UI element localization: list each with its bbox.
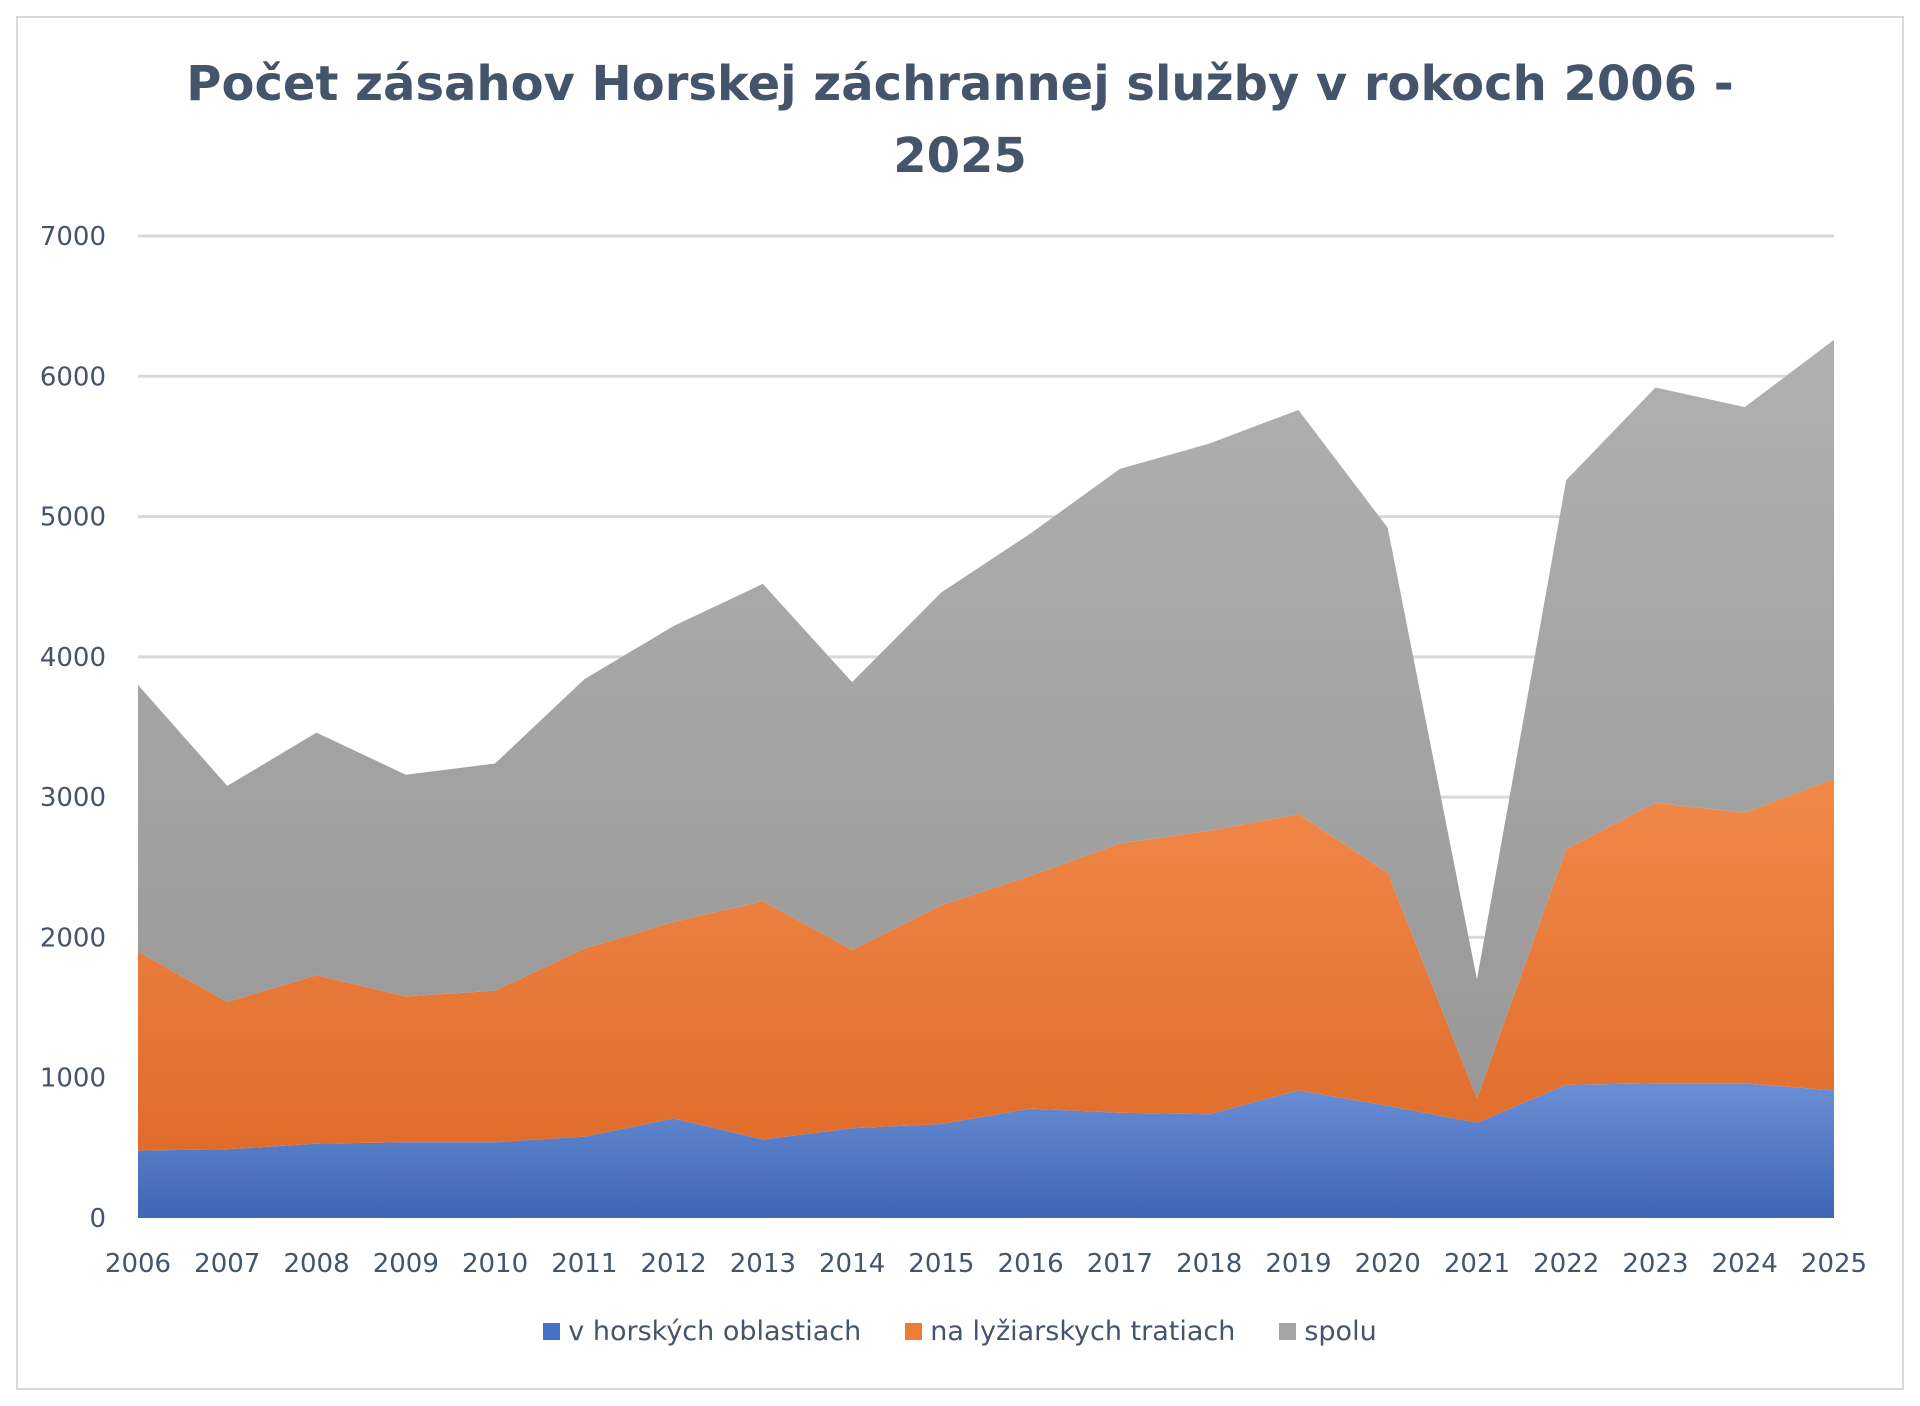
y-axis-ticks: 0 1000 2000 3000 4000 5000 6000 7000 xyxy=(40,222,106,1234)
x-tick-label: 2018 xyxy=(1176,1249,1242,1279)
legend-label: spolu xyxy=(1304,1316,1377,1347)
y-tick-label: 3000 xyxy=(40,783,106,813)
x-tick-label: 2020 xyxy=(1355,1249,1421,1279)
legend: v horských oblastiach na lyžiarskych tra… xyxy=(0,1316,1920,1347)
x-tick-label: 2013 xyxy=(730,1249,796,1279)
x-axis-ticks: 2006 2007 2008 2009 2010 2011 2012 2013 2014 2015… xyxy=(105,1249,1867,1279)
x-tick-label: 2006 xyxy=(105,1249,171,1279)
x-tick-label: 2017 xyxy=(1087,1249,1153,1279)
x-tick-label: 2025 xyxy=(1801,1249,1867,1279)
y-tick-label: 0 xyxy=(89,1204,106,1234)
legend-swatch-orange xyxy=(905,1323,923,1340)
y-tick-label: 1000 xyxy=(40,1064,106,1094)
x-tick-label: 2016 xyxy=(998,1249,1064,1279)
legend-swatch-gray xyxy=(1279,1323,1297,1340)
x-tick-label: 2009 xyxy=(373,1249,439,1279)
area-series-2 xyxy=(138,778,1834,1151)
x-tick-label: 2008 xyxy=(283,1249,349,1279)
x-tick-label: 2015 xyxy=(908,1249,974,1279)
legend-label: na lyžiarskych tratiach xyxy=(930,1316,1236,1347)
legend-item-v-horskych-oblastiach: v horských oblastiach xyxy=(543,1316,861,1347)
y-tick-label: 6000 xyxy=(40,362,106,392)
x-tick-label: 2024 xyxy=(1712,1249,1778,1279)
x-tick-label: 2010 xyxy=(462,1249,528,1279)
chart-title-line-2: 2025 xyxy=(893,128,1027,184)
y-tick-label: 7000 xyxy=(40,222,106,252)
y-tick-label: 2000 xyxy=(40,923,106,953)
legend-swatch-blue xyxy=(543,1323,561,1340)
y-tick-label: 4000 xyxy=(40,643,106,673)
x-tick-label: 2023 xyxy=(1622,1249,1688,1279)
area-series-1 xyxy=(138,1083,1834,1218)
x-tick-label: 2011 xyxy=(551,1249,617,1279)
chart-title: Počet zásahov Horskej záchrannej služby … xyxy=(0,48,1920,192)
x-tick-label: 2019 xyxy=(1265,1249,1331,1279)
legend-item-spolu: spolu xyxy=(1279,1316,1377,1347)
chart-title-line-1: Počet zásahov Horskej záchrannej služby … xyxy=(186,56,1734,112)
x-tick-label: 2012 xyxy=(640,1249,706,1279)
x-tick-label: 2022 xyxy=(1533,1249,1599,1279)
x-tick-label: 2021 xyxy=(1444,1249,1510,1279)
legend-label: v horských oblastiach xyxy=(568,1316,862,1347)
x-tick-label: 2007 xyxy=(194,1249,260,1279)
area-series-3 xyxy=(138,339,1834,1099)
stacked-areas xyxy=(138,339,1834,1218)
x-tick-label: 2014 xyxy=(819,1249,885,1279)
y-tick-label: 5000 xyxy=(40,503,106,533)
legend-item-na-lyziarskych-tratiach: na lyžiarskych tratiach xyxy=(905,1316,1235,1347)
